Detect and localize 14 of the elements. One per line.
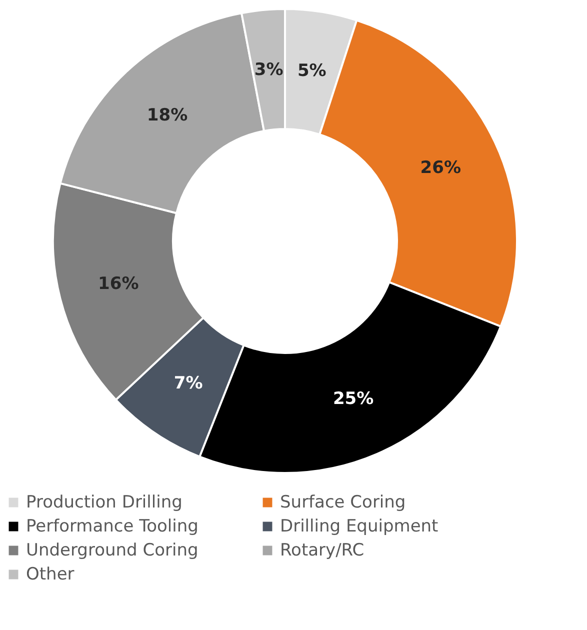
data-label: 3% — [254, 60, 284, 80]
data-label: 5% — [297, 61, 326, 82]
legend-label: Performance Tooling — [26, 516, 198, 536]
data-label: 25% — [332, 388, 374, 409]
legend-label: Production Drilling — [26, 492, 182, 513]
legend-label: Rotary/RC — [280, 540, 364, 560]
legend-label: Surface Coring — [280, 492, 406, 513]
legend-label: Underground Coring — [26, 540, 198, 560]
data-label: 26% — [420, 158, 461, 178]
legend-label: Drilling Equipment — [280, 516, 439, 536]
data-label: 18% — [146, 106, 188, 126]
data-label: 16% — [98, 274, 139, 294]
legend-label: Other — [26, 564, 74, 584]
data-label: 7% — [174, 373, 203, 394]
